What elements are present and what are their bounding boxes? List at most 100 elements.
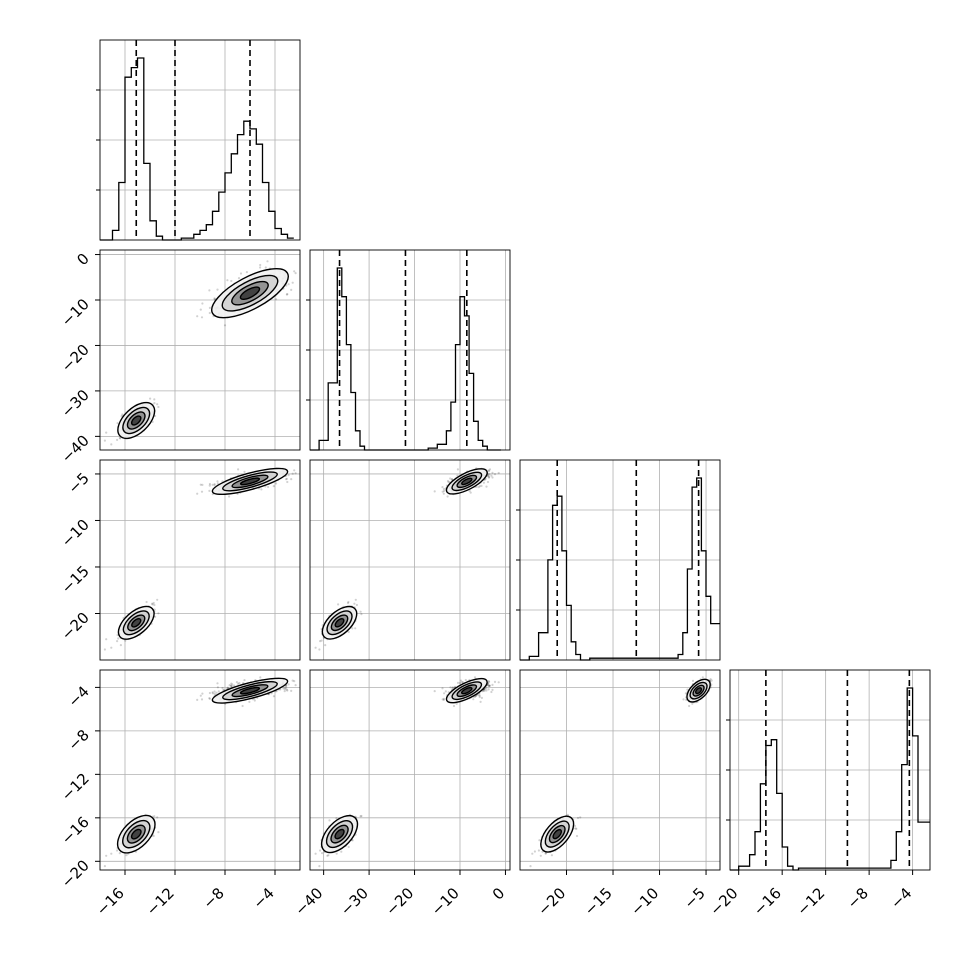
sample-point — [116, 640, 119, 643]
sample-point — [208, 311, 211, 315]
sample-point — [290, 689, 293, 693]
sample-point — [110, 443, 113, 446]
sample-point — [340, 850, 343, 853]
sample-point — [452, 704, 456, 708]
sample-point — [153, 603, 156, 607]
sample-point — [433, 690, 436, 693]
sample-point — [208, 306, 211, 309]
sample-point — [116, 849, 119, 852]
sample-point — [216, 682, 219, 685]
sample-point — [241, 704, 244, 708]
sample-point — [199, 694, 202, 697]
sample-point — [291, 472, 294, 475]
sample-point — [237, 277, 241, 280]
sample-point — [213, 484, 216, 487]
sample-point — [208, 489, 211, 492]
sample-point — [216, 686, 219, 689]
sample-point — [226, 279, 229, 282]
sample-point — [103, 648, 106, 651]
sample-point — [488, 468, 492, 471]
sample-point — [347, 600, 350, 604]
sample-point — [208, 691, 211, 695]
sample-point — [449, 477, 452, 480]
sample-point — [319, 849, 322, 852]
sample-point — [230, 279, 233, 283]
sample-point — [201, 692, 204, 695]
sample-point — [442, 487, 445, 491]
sample-point — [275, 298, 278, 301]
sample-point — [156, 816, 159, 819]
sample-point — [153, 402, 156, 405]
sample-point — [157, 831, 160, 834]
sample-point — [486, 480, 490, 484]
sample-point — [253, 699, 256, 702]
sample-point — [119, 437, 122, 440]
sample-point — [488, 475, 491, 479]
sample-point — [117, 637, 120, 640]
sample-point — [245, 271, 248, 274]
sample-point — [213, 297, 216, 300]
sample-point — [275, 482, 278, 485]
sample-point — [105, 854, 108, 857]
sample-point — [539, 854, 542, 857]
sample-point — [487, 688, 490, 691]
sample-point — [208, 289, 211, 292]
sample-point — [119, 644, 122, 647]
sample-point — [243, 679, 246, 682]
sample-point — [243, 470, 246, 473]
sample-point — [200, 316, 204, 319]
sample-point — [335, 817, 338, 820]
sample-point — [579, 816, 582, 819]
sample-point — [318, 648, 321, 651]
sample-point — [156, 598, 159, 601]
density-contour — [130, 415, 142, 426]
sample-point — [199, 483, 202, 486]
sample-point — [335, 852, 338, 855]
sample-point — [544, 852, 547, 855]
sample-point — [291, 679, 294, 682]
sample-point — [538, 839, 541, 842]
sample-point — [228, 495, 231, 498]
panels-layer — [99, 39, 931, 871]
sample-point — [259, 676, 262, 679]
sample-point — [294, 684, 297, 687]
sample-point — [433, 490, 436, 493]
sample-point — [314, 852, 317, 855]
sample-point — [287, 283, 290, 286]
sample-point — [238, 681, 241, 685]
sample-point — [459, 679, 463, 682]
sample-point — [354, 627, 357, 630]
sample-point — [286, 480, 289, 484]
sample-point — [201, 483, 204, 486]
sample-point — [285, 478, 288, 481]
sample-point — [482, 481, 485, 484]
sample-point — [237, 468, 240, 471]
sample-point — [290, 288, 293, 291]
sample-point — [239, 272, 243, 275]
sample-point — [151, 602, 154, 605]
sample-point — [293, 270, 296, 273]
sample-point — [110, 646, 113, 649]
sample-point — [485, 485, 488, 488]
sample-point — [351, 627, 354, 630]
sample-point — [359, 815, 362, 818]
sample-point — [324, 644, 327, 647]
sample-point — [216, 482, 219, 485]
sample-point — [121, 413, 124, 416]
sample-point — [125, 854, 128, 857]
sample-point — [116, 438, 119, 441]
sample-point — [444, 690, 447, 693]
sample-point — [103, 865, 106, 868]
sample-point — [491, 476, 494, 479]
sample-point — [154, 615, 157, 618]
sample-point — [337, 603, 340, 606]
sample-point — [575, 834, 579, 838]
sample-point — [196, 492, 199, 495]
sample-point — [314, 646, 317, 649]
histogram-line — [100, 57, 294, 241]
sample-point — [485, 689, 488, 692]
sample-point — [321, 852, 324, 855]
sample-point — [145, 600, 148, 604]
sample-point — [196, 698, 199, 702]
